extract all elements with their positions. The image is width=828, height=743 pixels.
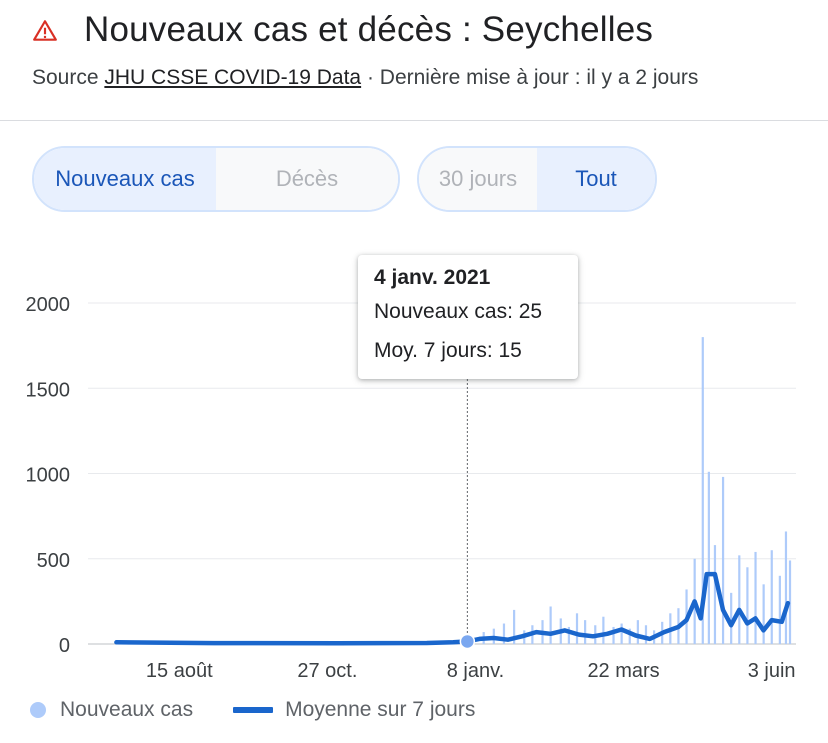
bar bbox=[502, 623, 506, 644]
bar bbox=[788, 560, 792, 644]
bar bbox=[721, 476, 725, 644]
x-tick-label: 15 août bbox=[146, 660, 213, 682]
bar bbox=[636, 620, 639, 644]
bar bbox=[575, 613, 579, 644]
bar bbox=[730, 592, 733, 644]
source-line: Source JHU CSSE COVID-19 Data · Dernière… bbox=[32, 66, 698, 90]
bar bbox=[754, 551, 757, 644]
bar bbox=[707, 471, 710, 644]
bar bbox=[770, 550, 773, 644]
highlight-point bbox=[459, 633, 476, 650]
bar bbox=[778, 575, 781, 644]
x-tick-label: 27 oct. bbox=[297, 660, 357, 682]
legend-line-swatch bbox=[233, 707, 274, 713]
tab-deaths[interactable]: Décès bbox=[216, 148, 398, 210]
bar bbox=[584, 620, 587, 644]
bar bbox=[612, 626, 615, 644]
x-tick-label: 22 mars bbox=[587, 660, 659, 682]
bar bbox=[644, 625, 648, 644]
bar bbox=[567, 626, 570, 644]
bar bbox=[746, 567, 749, 644]
x-tick-label: 3 juin bbox=[748, 660, 796, 682]
y-tick-label: 0 bbox=[59, 635, 70, 657]
page-title: Nouveaux cas et décès : Seychelles bbox=[84, 10, 654, 49]
legend-bar-swatch bbox=[30, 702, 46, 718]
bar bbox=[513, 609, 516, 644]
avg-7d-line bbox=[114, 571, 791, 646]
tooltip-date: 4 janv. 2021 bbox=[374, 266, 491, 289]
tab-new-cases[interactable]: Nouveaux cas bbox=[34, 148, 216, 210]
title-row: Nouveaux cas et décès : Seychelles bbox=[32, 10, 653, 50]
y-tick-label: 2000 bbox=[26, 294, 71, 316]
bar bbox=[701, 337, 704, 644]
metric-toggle: Nouveaux cas Décès bbox=[32, 146, 400, 212]
tooltip-avg: Moy. 7 jours: 15 bbox=[374, 339, 522, 362]
bar bbox=[602, 616, 605, 644]
bar bbox=[784, 531, 788, 644]
source-link[interactable]: JHU CSSE COVID-19 Data bbox=[104, 66, 362, 89]
bar bbox=[620, 623, 623, 644]
bar bbox=[738, 555, 741, 644]
x-tick-label: 8 janv. bbox=[447, 660, 504, 682]
tab-30-days[interactable]: 30 jours bbox=[419, 148, 537, 210]
chart-tooltip: 4 janv. 2021 Nouveaux cas: 25 Moy. 7 jou… bbox=[358, 255, 578, 379]
bar bbox=[713, 545, 717, 644]
source-prefix: Source bbox=[32, 66, 105, 89]
tooltip-new-cases: Nouveaux cas: 25 bbox=[374, 300, 543, 323]
cases-chart[interactable]: 0 500 1000 1500 2000 15 août 27 oct. 8 janv. 22 … bbox=[0, 0, 828, 700]
y-tick-label: 1000 bbox=[26, 465, 71, 487]
bar bbox=[549, 606, 552, 644]
chart-legend: Nouveaux cas Moyenne sur 7 jours bbox=[30, 698, 475, 722]
legend-line-label: Moyenne sur 7 jours bbox=[285, 698, 476, 721]
header-divider bbox=[0, 120, 828, 121]
y-tick-label: 1500 bbox=[26, 379, 71, 401]
warning-triangle-icon bbox=[33, 20, 57, 41]
y-tick-label: 500 bbox=[37, 550, 70, 572]
legend-bars-label: Nouveaux cas bbox=[60, 698, 194, 721]
range-toggle: 30 jours Tout bbox=[417, 146, 657, 212]
source-updated: · Dernière mise à jour : il y a 2 jours bbox=[361, 66, 699, 89]
bar bbox=[628, 628, 631, 644]
bar bbox=[762, 584, 765, 644]
tab-all[interactable]: Tout bbox=[537, 148, 655, 210]
